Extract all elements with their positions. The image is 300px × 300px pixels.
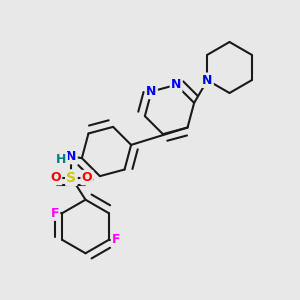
Text: N: N (146, 85, 157, 98)
Text: S: S (66, 171, 76, 184)
Text: O: O (50, 171, 61, 184)
Text: N: N (171, 78, 181, 92)
Text: F: F (51, 207, 59, 220)
Text: O: O (82, 171, 92, 184)
Text: F: F (112, 233, 120, 246)
Text: H: H (56, 153, 67, 166)
Text: N: N (202, 74, 213, 87)
Text: N: N (66, 150, 76, 163)
